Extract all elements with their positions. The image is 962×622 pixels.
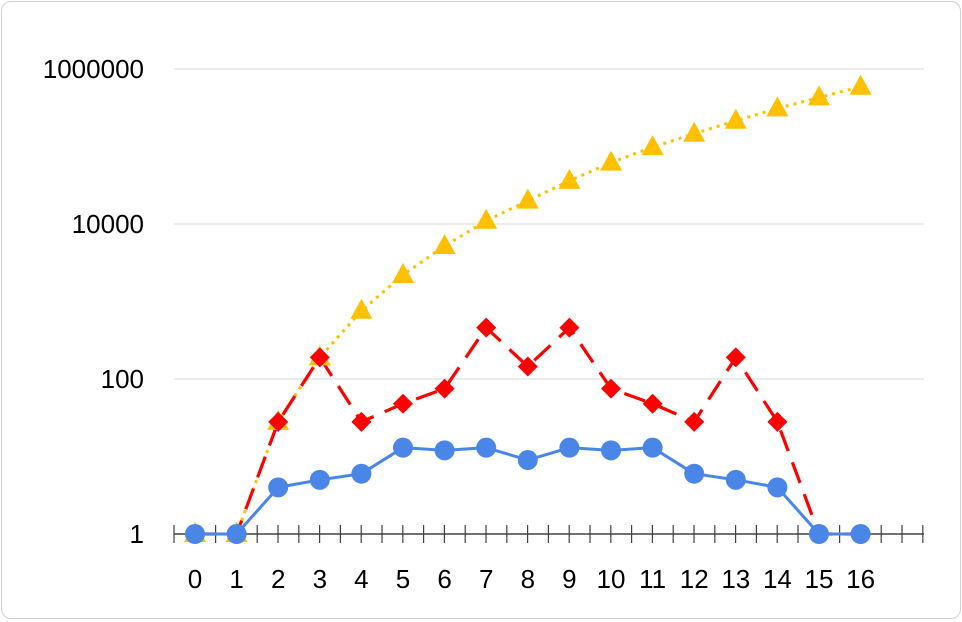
data-point [601, 440, 621, 461]
data-point [808, 85, 830, 106]
data-point [516, 188, 539, 209]
data-point [350, 298, 373, 319]
data-point [393, 437, 413, 458]
data-point [476, 317, 497, 338]
data-point [641, 135, 664, 156]
data-point [767, 477, 788, 498]
data-point [642, 437, 663, 458]
data-point [309, 347, 330, 368]
data-point [642, 393, 663, 414]
data-point [351, 411, 372, 432]
x-tick-label: 6 [437, 564, 451, 594]
x-tick-label: 14 [763, 564, 792, 594]
data-point [517, 356, 538, 377]
data-point [683, 121, 706, 142]
series-line [195, 326, 861, 536]
x-tick-label: 10 [597, 564, 626, 594]
x-tick-label: 5 [396, 564, 410, 594]
y-axis-tick-labels: 1 100 10000 1000000 [43, 54, 144, 549]
y-tick-label: 1 [130, 519, 144, 549]
data-point [767, 411, 788, 432]
data-point [433, 234, 456, 255]
data-point [309, 469, 330, 490]
data-point [600, 150, 622, 171]
data-point [517, 450, 538, 471]
x-tick-label: 13 [721, 564, 750, 594]
x-tick-label: 1 [229, 564, 243, 594]
data-point [434, 440, 455, 461]
x-tick-label: 8 [521, 564, 535, 594]
x-axis-tick-labels: 0 1 2 3 4 5 6 7 8 9 10 11 12 13 14 15 16 [188, 564, 875, 594]
series-group [184, 74, 872, 544]
data-point [268, 411, 289, 432]
x-tick-label: 4 [354, 564, 368, 594]
data-point [559, 317, 580, 338]
data-point [559, 437, 580, 458]
data-point [725, 347, 746, 368]
data-point [475, 208, 498, 229]
data-point [476, 437, 497, 458]
data-point [351, 463, 372, 484]
grid-lines [174, 68, 924, 380]
data-point [684, 463, 705, 484]
x-tick-label: 15 [805, 564, 834, 594]
x-tick-label: 12 [680, 564, 709, 594]
data-point [185, 524, 205, 544]
data-point [434, 378, 455, 399]
data-point [766, 96, 789, 117]
data-point [268, 477, 289, 498]
y-tick-label: 1000000 [43, 54, 144, 84]
data-point [601, 378, 621, 399]
data-point [849, 74, 872, 95]
y-tick-label: 10000 [72, 209, 144, 239]
data-point [809, 524, 829, 544]
data-point [226, 524, 247, 544]
y-tick-label: 100 [101, 364, 144, 394]
data-point [392, 262, 414, 283]
series-line [195, 85, 861, 536]
data-point [725, 469, 746, 490]
x-tick-label: 7 [479, 564, 493, 594]
data-point [850, 524, 871, 544]
x-tick-label: 9 [562, 564, 576, 594]
x-tick-label: 3 [313, 564, 327, 594]
x-tick-label: 0 [188, 564, 202, 594]
x-tick-label: 16 [846, 564, 875, 594]
data-point [393, 393, 413, 414]
data-point [724, 108, 747, 129]
x-tick-label: 11 [639, 564, 666, 594]
x-tick-label: 2 [271, 564, 285, 594]
data-point [684, 411, 705, 432]
data-point [558, 168, 581, 189]
